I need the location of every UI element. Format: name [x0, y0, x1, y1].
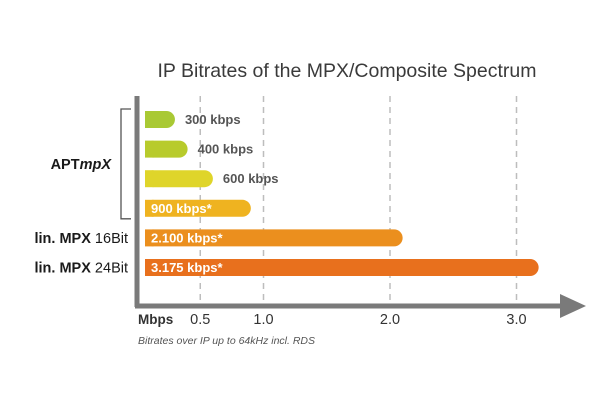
bar-3 [145, 170, 213, 188]
bar-4 [145, 199, 251, 217]
x-tick-label-1.0: 1.0 [253, 312, 273, 328]
bar-labels: 300 kbps 400 kbps 600 kbps 900 kbps* 2.100 k… [151, 112, 279, 275]
bars [145, 111, 539, 276]
category-label-1: APTmpX [51, 157, 113, 173]
bar-label-3: 600 kbps [223, 171, 279, 186]
bar-3-left-cap [145, 170, 154, 188]
group-bracket [120, 108, 131, 220]
x-axis-unit-label: Mbps [138, 312, 173, 327]
bar-4-left-cap [145, 199, 154, 217]
category-label-bold: lin. MPX [35, 261, 92, 277]
bar-5-left-cap [145, 229, 154, 247]
category-label-2: lin. MPX 16Bit [35, 231, 129, 247]
category-label-bold: lin. MPX [35, 231, 92, 247]
tick-labels: 0.5 1.0 2.0 3.0 [190, 312, 526, 328]
category-label-text: APT [51, 157, 80, 173]
category-label-3: lin. MPX 24Bit [35, 261, 129, 277]
bar-label-5: 2.100 kbps* [151, 230, 223, 245]
bar-5 [145, 229, 403, 247]
bar-label-4: 900 kbps* [151, 201, 213, 216]
category-label-italic: mpX [80, 157, 113, 173]
bar-6 [145, 259, 539, 276]
x-axis-arrow-icon [560, 294, 586, 318]
category-label-text: 24Bit [91, 261, 128, 277]
bar-1-left-cap [145, 111, 154, 128]
x-tick-label-2.0: 2.0 [380, 312, 400, 328]
chart-title: IP Bitrates of the MPX/Composite Spectru… [158, 60, 537, 82]
footnote: Bitrates over IP up to 64kHz incl. RDS [138, 335, 315, 347]
bar-label-6: 3.175 kbps* [151, 260, 223, 275]
x-tick-label-3.0: 3.0 [506, 312, 526, 328]
axes [134, 96, 586, 318]
bar-2 [145, 140, 188, 158]
x-tick-label-0.5: 0.5 [190, 312, 210, 328]
category-label-text: 16Bit [91, 231, 128, 247]
bar-6-left-cap [145, 259, 154, 276]
bar-label-1: 300 kbps [185, 112, 241, 127]
bar-label-2: 400 kbps [198, 142, 254, 157]
bar-2-left-cap [145, 140, 154, 158]
